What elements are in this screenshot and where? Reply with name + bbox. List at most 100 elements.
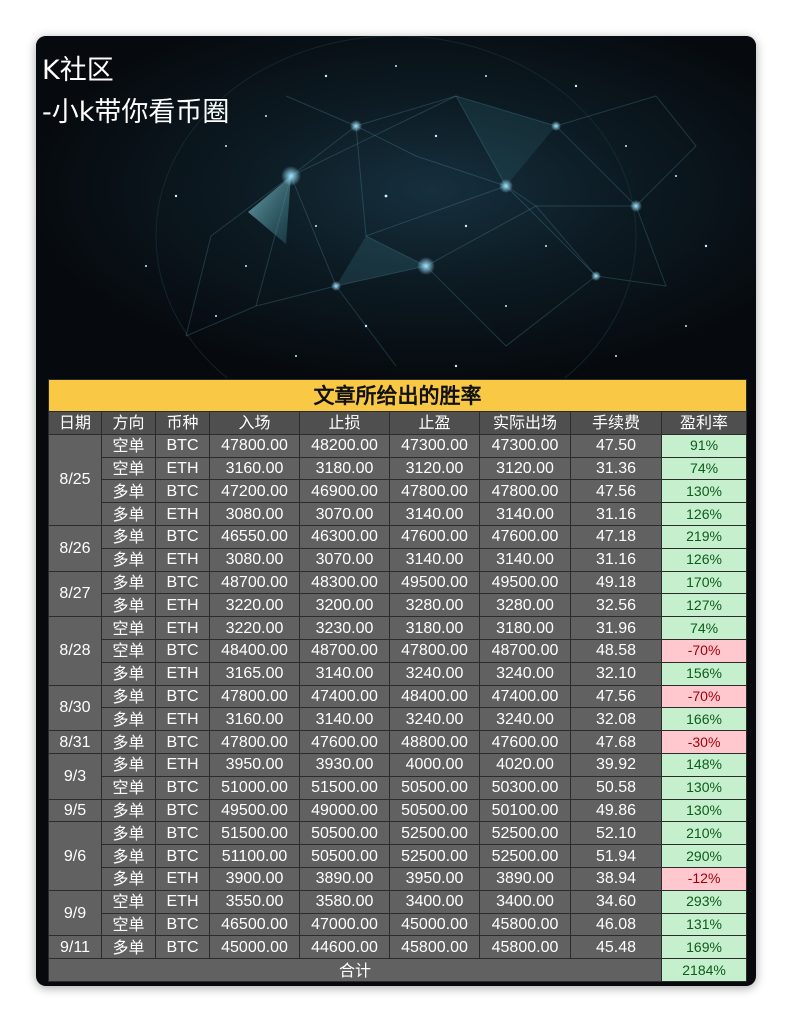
take-profit-cell: 50500.00 bbox=[389, 798, 480, 823]
take-profit-cell: 3950.00 bbox=[389, 866, 480, 891]
table-row: 多单 BTC 51100.00 50500.00 52500.00 52500.00 51.… bbox=[49, 844, 748, 868]
entry-cell: 3950.00 bbox=[209, 752, 300, 777]
direction-cell: 多单 bbox=[101, 570, 156, 595]
profit-rate-cell: 156% bbox=[660, 661, 748, 686]
exit-cell: 45800.00 bbox=[479, 935, 571, 960]
fee-cell: 52.10 bbox=[570, 821, 662, 846]
exit-cell: 47400.00 bbox=[479, 684, 571, 709]
take-profit-cell: 3400.00 bbox=[389, 889, 480, 914]
entry-cell: 46500.00 bbox=[209, 912, 300, 937]
fee-cell: 31.16 bbox=[570, 547, 662, 572]
fee-cell: 31.96 bbox=[570, 616, 662, 640]
table-row: 多单 ETH 3160.00 3140.00 3240.00 3240.00 32.08 16… bbox=[49, 707, 748, 732]
table-row: 8/31 多单 BTC 47800.00 47600.00 48800.00 47600.0… bbox=[48, 730, 748, 754]
stop-loss-cell: 3890.00 bbox=[299, 866, 390, 891]
fee-cell: 47.68 bbox=[570, 730, 662, 754]
direction-cell: 多单 bbox=[101, 684, 156, 709]
table-row: 多单 ETH 3220.00 3200.00 3280.00 3280.00 32.56 12… bbox=[49, 593, 748, 618]
direction-cell: 空单 bbox=[101, 912, 156, 937]
table-row: 多单 ETH 3165.00 3140.00 3240.00 3240.00 32.10 15… bbox=[49, 661, 748, 686]
date-cell: 8/30 bbox=[48, 684, 102, 732]
coin-cell: ETH bbox=[155, 456, 210, 481]
header-profit-rate: 盈利率 bbox=[660, 411, 748, 435]
network-globe-graphic bbox=[145, 36, 708, 378]
profit-rate-cell: 126% bbox=[660, 547, 748, 572]
table-row: 多单 ETH 3080.00 3070.00 3140.00 3140.00 31.16 12… bbox=[49, 547, 748, 572]
table-row: 9/5 多单 BTC 49500.00 49000.00 50500.00 50100.00… bbox=[48, 798, 748, 823]
take-profit-cell: 3120.00 bbox=[389, 456, 480, 481]
stop-loss-cell: 3930.00 bbox=[299, 752, 390, 777]
stop-loss-cell: 3070.00 bbox=[299, 502, 390, 526]
entry-cell: 51500.00 bbox=[209, 821, 300, 846]
brand-title: K社区 -小k带你看币圈 bbox=[42, 50, 229, 134]
direction-cell: 多单 bbox=[101, 707, 156, 732]
table-row: 多单 ETH 3080.00 3070.00 3140.00 3140.00 31.16 12… bbox=[49, 502, 748, 526]
header-take-profit: 止盈 bbox=[389, 411, 480, 435]
take-profit-cell: 3240.00 bbox=[389, 661, 480, 686]
entry-cell: 48400.00 bbox=[209, 638, 300, 663]
fee-cell: 47.18 bbox=[570, 524, 662, 549]
take-profit-cell: 52500.00 bbox=[389, 821, 480, 846]
table-row: 多单 BTC 47200.00 46900.00 47800.00 47800.00 47.… bbox=[49, 479, 748, 504]
entry-cell: 51000.00 bbox=[209, 775, 300, 800]
direction-cell: 空单 bbox=[101, 889, 156, 914]
exit-cell: 47600.00 bbox=[479, 730, 571, 754]
coin-cell: ETH bbox=[155, 889, 210, 914]
entry-cell: 3220.00 bbox=[209, 616, 300, 640]
fee-cell: 47.50 bbox=[570, 433, 662, 458]
stop-loss-cell: 44600.00 bbox=[299, 935, 390, 960]
exit-cell: 48700.00 bbox=[479, 638, 571, 663]
coin-cell: BTC bbox=[155, 479, 210, 504]
profit-rate-cell: -30% bbox=[660, 730, 748, 754]
coin-cell: BTC bbox=[155, 524, 210, 549]
fee-cell: 39.92 bbox=[570, 752, 662, 777]
profit-rate-cell: 210% bbox=[660, 821, 748, 846]
poster-card: K社区 -小k带你看币圈 文章所给出的胜率 日期 方向 币种 入场 止损 止盈 实际出场 手续… bbox=[36, 36, 756, 986]
take-profit-cell: 49500.00 bbox=[389, 570, 480, 595]
fee-cell: 31.36 bbox=[570, 456, 662, 481]
date-cell: 8/28 bbox=[48, 616, 102, 686]
exit-cell: 47800.00 bbox=[479, 479, 571, 504]
take-profit-cell: 48400.00 bbox=[389, 684, 480, 709]
take-profit-cell: 52500.00 bbox=[389, 844, 480, 868]
profit-rate-cell: 130% bbox=[660, 798, 748, 823]
take-profit-cell: 47600.00 bbox=[389, 524, 480, 549]
stop-loss-cell: 47600.00 bbox=[299, 730, 390, 754]
direction-cell: 空单 bbox=[101, 616, 156, 640]
direction-cell: 多单 bbox=[101, 661, 156, 686]
direction-cell: 空单 bbox=[101, 433, 156, 458]
exit-cell: 3890.00 bbox=[479, 866, 571, 891]
entry-cell: 3080.00 bbox=[209, 547, 300, 572]
date-cell: 8/31 bbox=[48, 730, 102, 754]
fee-cell: 47.56 bbox=[570, 684, 662, 709]
table-row: 空单 BTC 48400.00 48700.00 47800.00 48700.00 48.… bbox=[49, 638, 748, 663]
profit-rate-cell: -70% bbox=[660, 638, 748, 663]
entry-cell: 3900.00 bbox=[209, 866, 300, 891]
exit-cell: 3400.00 bbox=[479, 889, 571, 914]
entry-cell: 3080.00 bbox=[209, 502, 300, 526]
profit-rate-cell: 170% bbox=[660, 570, 748, 595]
take-profit-cell: 50500.00 bbox=[389, 775, 480, 800]
date-cell: 8/26 bbox=[48, 524, 102, 572]
direction-cell: 多单 bbox=[101, 821, 156, 846]
coin-cell: BTC bbox=[155, 821, 210, 846]
entry-cell: 3220.00 bbox=[209, 593, 300, 618]
coin-cell: ETH bbox=[155, 866, 210, 891]
profit-rate-cell: 169% bbox=[660, 935, 748, 960]
date-cell: 8/27 bbox=[48, 570, 102, 618]
profit-rate-cell: -70% bbox=[660, 684, 748, 709]
exit-cell: 47600.00 bbox=[479, 524, 571, 549]
entry-cell: 3550.00 bbox=[209, 889, 300, 914]
coin-cell: BTC bbox=[155, 684, 210, 709]
table-row: 空单 BTC 51000.00 51500.00 50500.00 50300.00 50.… bbox=[49, 775, 748, 800]
coin-cell: ETH bbox=[155, 547, 210, 572]
exit-cell: 50100.00 bbox=[479, 798, 571, 823]
direction-cell: 多单 bbox=[101, 547, 156, 572]
header-actual-exit: 实际出场 bbox=[479, 411, 571, 435]
profit-rate-cell: 130% bbox=[660, 775, 748, 800]
date-cell: 9/6 bbox=[48, 821, 102, 891]
direction-cell: 多单 bbox=[101, 935, 156, 960]
exit-cell: 45800.00 bbox=[479, 912, 571, 937]
table-row: 8/27 多单 BTC 48700.00 48300.00 49500.00 49500.0… bbox=[48, 570, 748, 618]
date-cell: 9/5 bbox=[48, 798, 102, 823]
